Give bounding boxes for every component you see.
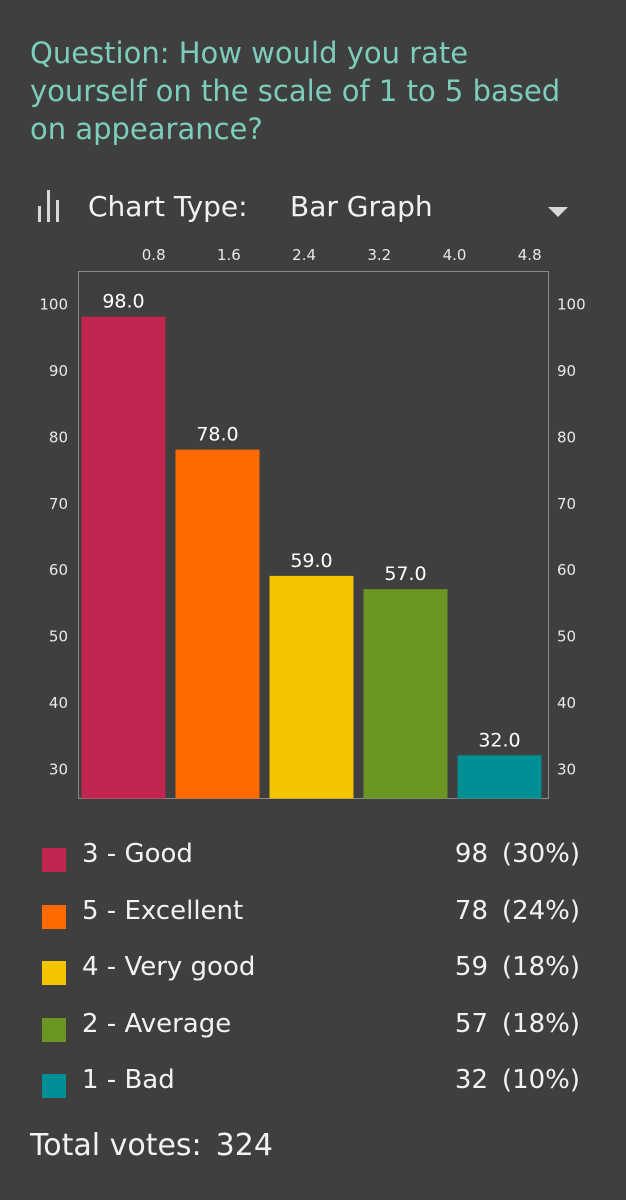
legend-row: 4 - Very good 59 (18%) [42, 939, 590, 996]
y-tick-label: 50 [49, 628, 68, 646]
legend-count: 98 [454, 839, 488, 869]
legend-count: 57 [454, 1008, 488, 1039]
legend-label: 3 - Good [82, 839, 193, 869]
legend-swatch [42, 904, 66, 929]
x-tick-label: 3.2 [367, 246, 391, 264]
legend-swatch [42, 848, 66, 872]
legend-count: 32 [454, 1065, 488, 1095]
y-tick-label: 70 [557, 495, 576, 513]
y-tick-label: 60 [49, 561, 68, 579]
y-tick-label: 50 [557, 628, 576, 646]
legend-row: 1 - Bad 32 (10%) [42, 1052, 590, 1109]
bar [81, 316, 166, 799]
bar-chart-icon [36, 190, 62, 226]
legend-swatch [42, 961, 66, 985]
bar-chart: 0.8 1.6 2.4 3.2 4.0 4.8 100 90 80 70 60 50 40 30 100… [39, 246, 586, 799]
legend-percent: (30%) [501, 839, 580, 869]
bar [269, 575, 354, 799]
x-axis-ticks: 0.8 1.6 2.4 3.2 4.0 4.8 [142, 246, 542, 264]
x-tick-label: 0.8 [142, 246, 166, 264]
bar-value-label: 57.0 [384, 563, 426, 585]
legend-swatch [42, 1074, 66, 1098]
bar-value-labels: 98.0 78.0 59.0 57.0 32.0 [102, 291, 520, 752]
legend-row: 5 - Excellent 78 (24%) [42, 883, 590, 940]
bar-value-label: 78.0 [196, 424, 238, 446]
bar-value-label: 32.0 [478, 729, 520, 751]
y-tick-label: 40 [557, 694, 576, 712]
total-votes-value: 324 [215, 1128, 273, 1163]
bar-value-label: 59.0 [290, 550, 332, 572]
legend-percent: (18%) [501, 952, 580, 982]
y-tick-label: 80 [49, 428, 68, 446]
question-text: Question: How would you rate yourself on… [30, 36, 561, 146]
y-tick-label: 90 [557, 362, 576, 380]
legend-row: 2 - Average 57 (18%) [42, 996, 590, 1053]
x-tick-label: 2.4 [292, 246, 316, 264]
x-tick-label: 1.6 [217, 246, 241, 264]
total-votes: Total votes: 324 [30, 1128, 287, 1163]
chart-type-label: Chart Type: [88, 190, 248, 223]
bar [363, 589, 448, 799]
legend-swatch [42, 1017, 66, 1042]
y-tick-label: 100 [39, 295, 68, 313]
legend-label: 4 - Very good [82, 952, 256, 982]
legend-percent: (24%) [501, 895, 580, 926]
triangle-down-icon[interactable] [548, 202, 568, 221]
x-tick-label: 4.0 [443, 246, 467, 264]
legend-percent: (18%) [501, 1008, 580, 1039]
y-tick-label: 80 [557, 428, 576, 446]
legend-label: 5 - Excellent [82, 895, 244, 926]
legend-count: 78 [454, 895, 488, 926]
legend-percent: (10%) [501, 1065, 580, 1095]
y-tick-label: 30 [557, 761, 576, 779]
y-tick-label: 40 [49, 694, 68, 712]
y-axis-left-ticks: 100 90 80 70 60 50 40 30 [39, 295, 68, 778]
legend-count: 59 [454, 952, 488, 982]
y-tick-label: 100 [557, 295, 586, 313]
legend-label: 2 - Average [82, 1008, 232, 1039]
x-tick-label: 4.8 [518, 246, 542, 264]
total-votes-label: Total votes: [30, 1128, 202, 1163]
bar-value-label: 98.0 [102, 291, 144, 313]
bar [175, 449, 260, 799]
legend-label: 1 - Bad [82, 1065, 175, 1095]
y-axis-right-ticks: 100 90 80 70 60 50 40 30 [557, 295, 586, 778]
chart-type-selector[interactable]: Chart Type: Bar Graph [30, 182, 596, 234]
legend: 3 - Good 98 (30%) 5 - Excellent 78 (24%)… [42, 826, 590, 1109]
y-tick-label: 90 [49, 362, 68, 380]
y-tick-label: 70 [49, 495, 68, 513]
chart-type-value[interactable]: Bar Graph [290, 190, 433, 223]
y-tick-label: 60 [557, 561, 576, 579]
legend-row: 3 - Good 98 (30%) [42, 826, 590, 883]
bars [81, 316, 542, 799]
y-tick-label: 30 [49, 761, 68, 779]
bar [457, 755, 542, 799]
